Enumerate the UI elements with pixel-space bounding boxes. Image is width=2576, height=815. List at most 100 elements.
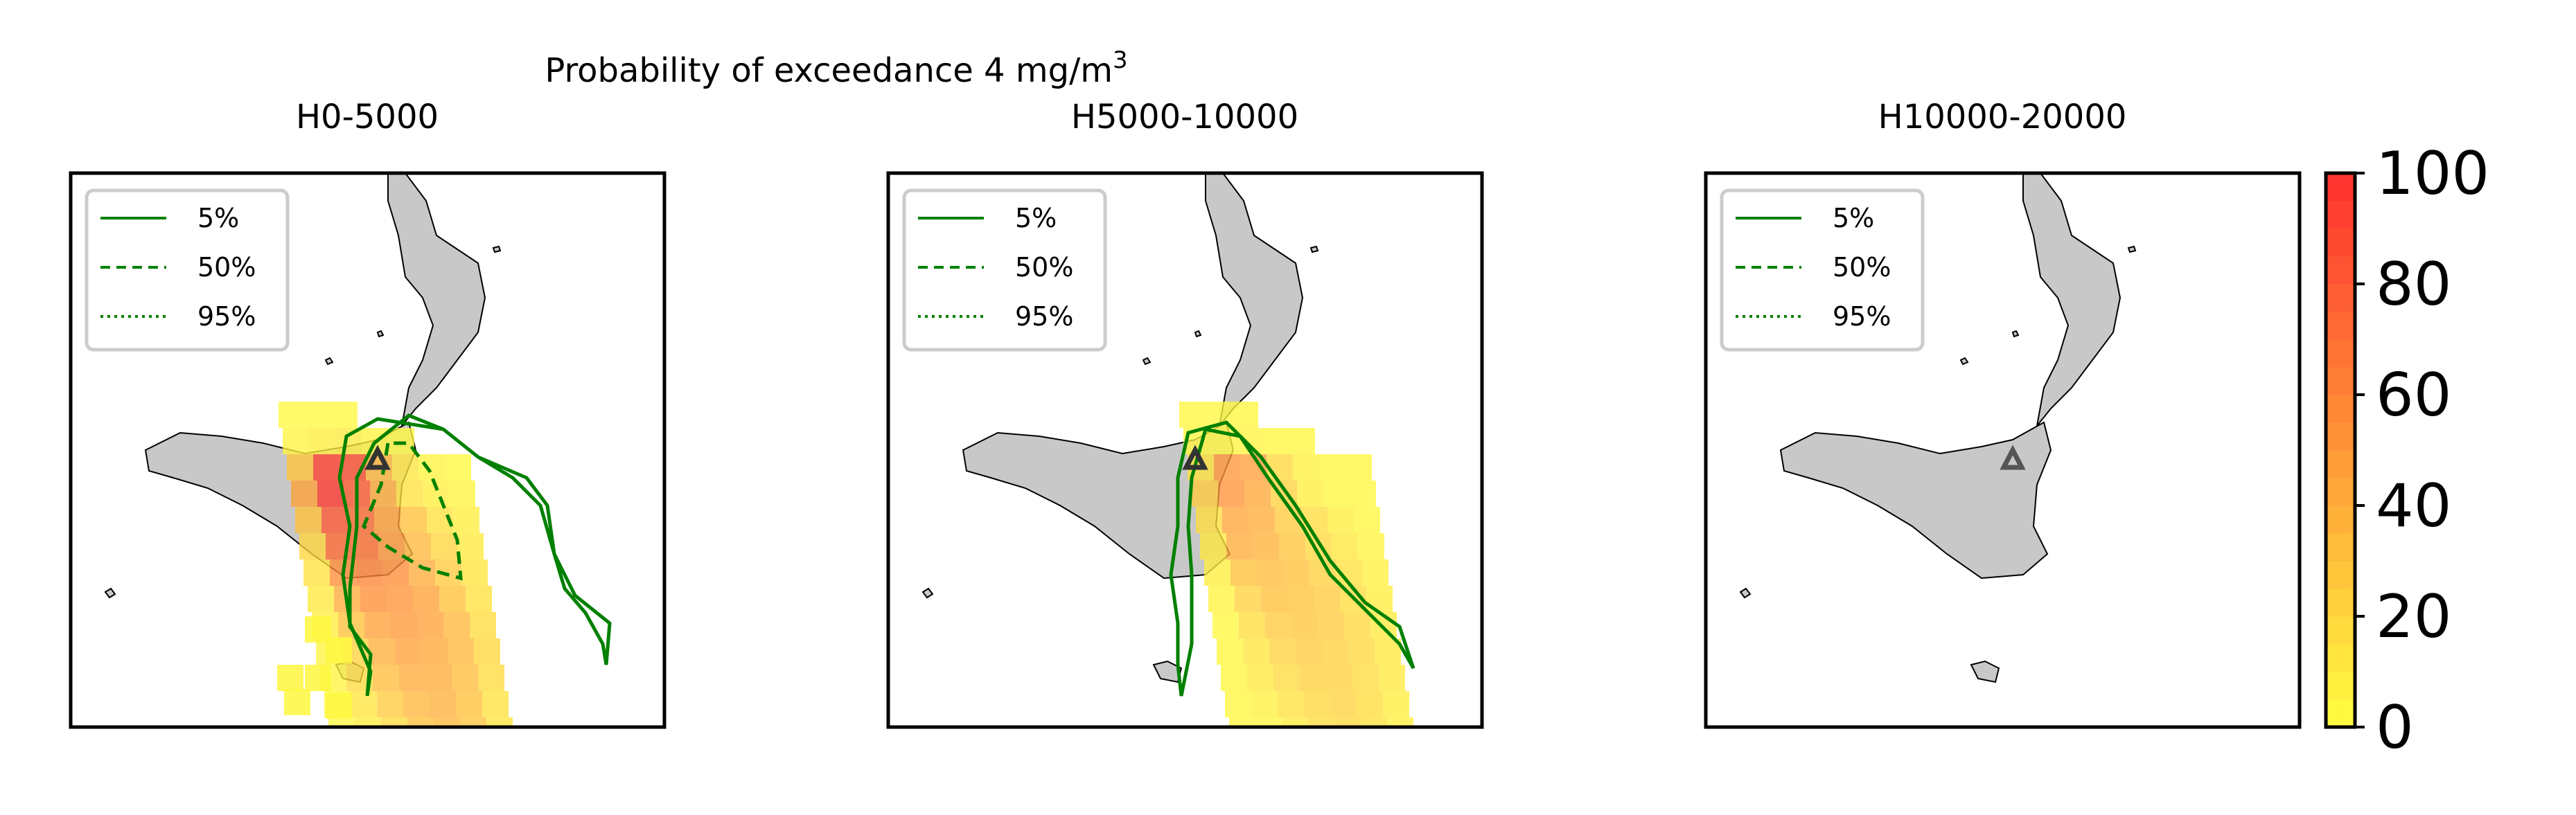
probability-cell: [1279, 533, 1305, 559]
probability-cell: [1358, 533, 1384, 559]
land-layer: [921, 173, 1319, 683]
probability-cell: [482, 691, 509, 717]
probability-cell: [1249, 507, 1275, 533]
probability-cell: [1350, 481, 1376, 507]
probability-cell: [1243, 638, 1269, 665]
probability-cell: [474, 638, 500, 665]
legend-label: 95%: [1833, 301, 1891, 332]
probability-cell: [1267, 454, 1293, 481]
probability-cell: [1332, 533, 1358, 559]
probability-cell: [1318, 612, 1344, 638]
probability-cell: [1354, 507, 1380, 533]
probability-cell: [1253, 533, 1279, 559]
probability-cell: [434, 717, 460, 727]
map-frame: [69, 171, 667, 729]
probability-cell: [1344, 612, 1370, 638]
probability-cell: [1230, 559, 1257, 586]
vent-marker: [1182, 445, 1208, 470]
probability-cell: [1362, 559, 1388, 586]
contour-layer: [337, 413, 612, 697]
probability-cell: [1291, 612, 1318, 638]
colorbar-band: [2326, 256, 2355, 285]
probability-cell: [464, 744, 491, 770]
colorbar-band: [2326, 395, 2355, 423]
contour-layer: [1169, 420, 1415, 697]
map-panel: 5% 50% 95%: [69, 171, 667, 770]
legend-label: 50%: [1015, 252, 1073, 283]
probability-cell: [308, 586, 334, 612]
triangle-icon: [2000, 445, 2026, 470]
probability-cell: [1282, 717, 1308, 727]
legend-box: [902, 188, 1107, 352]
probability-cell: [287, 454, 313, 481]
colorbar-band: [2326, 699, 2355, 728]
probability-cell: [335, 428, 362, 454]
probability-cell: [421, 638, 448, 665]
island-landmass: [2011, 330, 2020, 338]
colorbar-band: [2326, 339, 2355, 368]
colorbar-band: [2326, 229, 2355, 257]
probability-cell: [1261, 586, 1287, 612]
probability-cell: [1286, 744, 1312, 770]
probability-cell: [1319, 454, 1346, 481]
probability-field: [1179, 402, 1413, 770]
probability-cell: [1379, 665, 1405, 691]
probability-cell: [1247, 665, 1273, 691]
probability-cell: [1326, 665, 1352, 691]
probability-cell: [388, 428, 414, 454]
probability-cell: [1233, 744, 1260, 770]
probability-cell: [478, 665, 504, 691]
triangle-icon: [1182, 445, 1208, 470]
colorbar-band: [2326, 173, 2355, 201]
colorbar-tick-label: 20: [2376, 582, 2451, 652]
probability-cell: [461, 559, 488, 586]
vent-marker: [2000, 445, 2026, 470]
island-landmass: [104, 587, 116, 599]
legend-box: [1720, 188, 1925, 352]
colorbar-band: [2326, 284, 2355, 312]
colorbar-band: [2326, 672, 2355, 700]
probability-cell: [1357, 691, 1383, 717]
probability-cell: [439, 586, 466, 612]
probability-cell: [313, 454, 339, 481]
colorbar-band: [2326, 561, 2355, 589]
colorbar-band: [2326, 201, 2355, 229]
probability-cell: [377, 691, 403, 717]
probability-cell: [470, 612, 496, 638]
probability-cell: [399, 665, 425, 691]
probability-cell: [1289, 428, 1315, 454]
probability-cell: [1348, 638, 1375, 665]
probability-cell: [1304, 691, 1330, 717]
probability-cell: [1273, 665, 1300, 691]
probability-cell: [1334, 717, 1361, 727]
colorbar-band: [2326, 616, 2355, 645]
legend-label: 5%: [197, 203, 239, 233]
legend: 5% 50% 95%: [85, 188, 290, 352]
island-landmass: [1739, 587, 1752, 599]
probability-cell: [438, 744, 464, 770]
sicily-landmass: [1779, 421, 2052, 580]
probability-cell: [303, 559, 330, 586]
probability-cell: [1214, 454, 1240, 481]
probability-cell: [1278, 691, 1304, 717]
probability-cell: [1218, 481, 1244, 507]
colorbar-tick-label: 80: [2376, 250, 2451, 319]
probability-cell: [1221, 665, 1247, 691]
panel-title: H0-5000: [296, 98, 439, 136]
probability-cell: [1296, 638, 1322, 665]
probability-cell: [321, 507, 348, 533]
probability-cell: [1283, 559, 1309, 586]
probability-cell: [418, 454, 445, 481]
island-landmass: [1309, 245, 1319, 253]
probability-cell: [283, 428, 309, 454]
probability-cell: [1269, 638, 1296, 665]
probability-cell: [385, 744, 412, 770]
probability-cell: [1365, 744, 1391, 770]
probability-cell: [1204, 559, 1230, 586]
island-landmass: [324, 357, 334, 366]
probability-cell: [452, 665, 478, 691]
probability-cell: [413, 586, 439, 612]
island-landmass: [1194, 330, 1202, 338]
colorbar-band: [2326, 422, 2355, 451]
island-landmass: [1959, 357, 1969, 366]
